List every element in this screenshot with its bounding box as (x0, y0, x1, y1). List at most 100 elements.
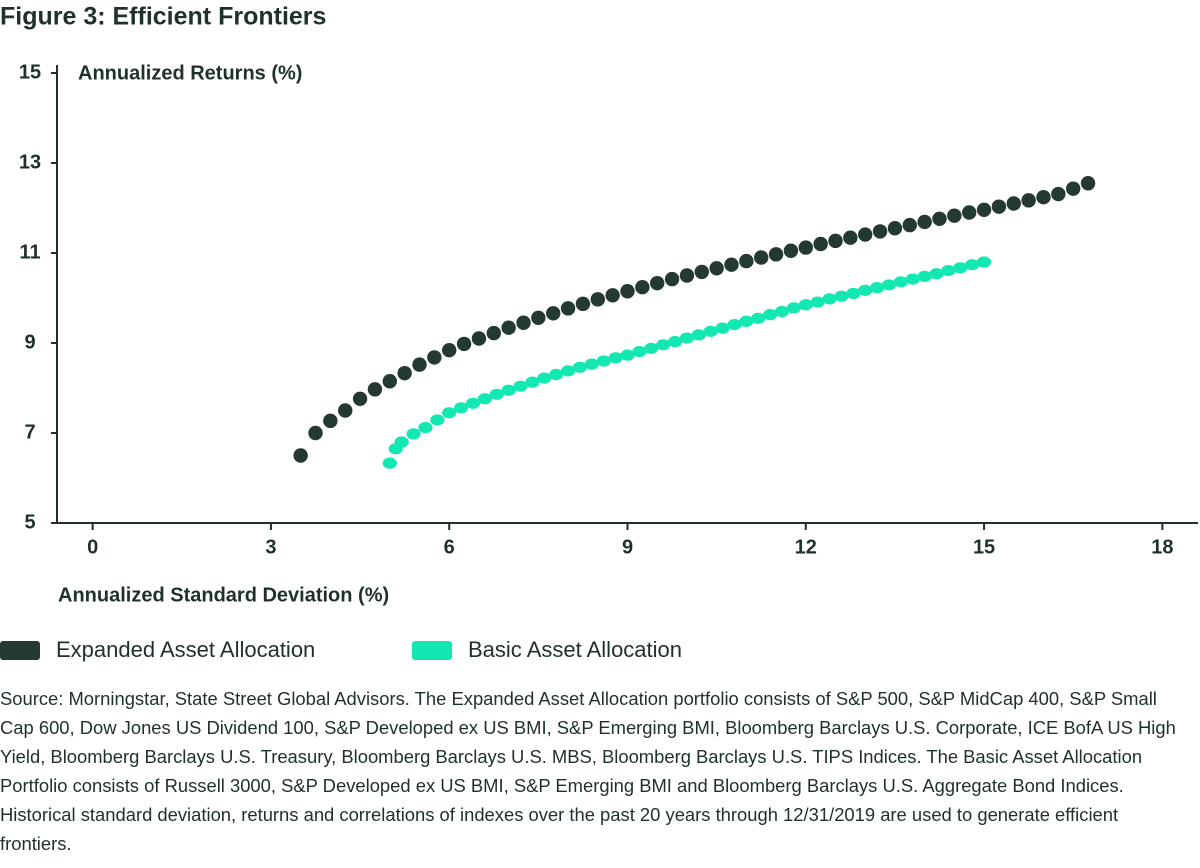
data-point (869, 282, 885, 294)
data-point (751, 312, 766, 324)
data-point (991, 199, 1007, 214)
data-point (798, 299, 813, 311)
data-point (608, 352, 623, 364)
data-point (572, 361, 588, 373)
data-point (516, 315, 531, 330)
y-axis-title: Annualized Returns (%) (78, 62, 302, 84)
data-point (412, 357, 427, 372)
data-point (929, 268, 944, 280)
data-point (560, 301, 576, 316)
data-point (477, 393, 492, 405)
source-note: Source: Morningstar, State Street Global… (0, 688, 1176, 854)
data-point (679, 332, 695, 344)
data-point (703, 325, 718, 337)
data-point (715, 322, 730, 334)
y-tick-label: 9 (24, 331, 35, 353)
data-point (352, 391, 368, 406)
data-point (442, 343, 457, 358)
data-point (947, 208, 962, 223)
data-point (531, 310, 546, 325)
legend-swatch (412, 641, 452, 660)
data-point (774, 305, 790, 318)
data-point (442, 407, 457, 419)
data-point (456, 336, 472, 352)
x-tick-label: 12 (795, 536, 817, 558)
data-point (754, 250, 769, 265)
data-point (367, 382, 383, 397)
data-point (813, 236, 828, 252)
data-point (575, 296, 591, 312)
data-point (786, 302, 801, 314)
data-point (679, 268, 695, 283)
data-point (727, 318, 742, 331)
data-point (917, 270, 932, 282)
data-point (605, 288, 620, 303)
data-point (834, 290, 849, 302)
data-point (418, 422, 433, 434)
data-point (620, 349, 635, 361)
data-point (887, 221, 903, 236)
data-point (635, 280, 650, 295)
data-point (513, 380, 528, 392)
data-point (667, 336, 683, 348)
legend-label: Expanded Asset Allocation (56, 637, 315, 662)
data-point (308, 425, 323, 441)
data-point (858, 227, 873, 242)
data-point (843, 230, 858, 245)
data-point (489, 388, 504, 400)
y-tick-label: 11 (19, 241, 40, 263)
data-point (537, 372, 552, 384)
data-point (427, 350, 442, 365)
data-point (501, 384, 516, 396)
chart-title: Figure 3: Efficient Frontiers (0, 3, 326, 31)
legend-label: Basic Asset Allocation (468, 637, 682, 662)
data-point (560, 365, 576, 377)
x-axis-title: Annualized Standard Deviation (%) (58, 584, 389, 606)
data-point (486, 325, 501, 341)
data-point (962, 205, 977, 220)
data-point (858, 284, 873, 296)
data-point (590, 292, 605, 307)
data-point (709, 261, 724, 276)
data-point (976, 256, 992, 268)
x-tick-label: 6 (444, 536, 455, 558)
x-tick-label: 18 (1151, 536, 1173, 558)
data-point (525, 376, 540, 388)
data-point (902, 217, 917, 233)
data-point (382, 374, 397, 389)
data-point (546, 306, 561, 321)
data-point (293, 448, 308, 463)
data-point (501, 320, 516, 335)
data-point (810, 296, 825, 308)
data-point (650, 275, 665, 291)
data-point (1066, 181, 1081, 196)
data-point (1006, 196, 1021, 211)
data-point (584, 358, 599, 370)
data-point (454, 402, 469, 414)
data-point (382, 457, 397, 469)
data-point (620, 284, 635, 299)
x-tick-label: 9 (622, 536, 633, 558)
data-point (881, 279, 897, 291)
data-point (694, 264, 709, 280)
data-point (632, 345, 647, 358)
data-point (323, 413, 338, 429)
data-point (822, 293, 837, 305)
data-point (953, 262, 968, 274)
data-point (397, 365, 412, 381)
data-point (798, 240, 813, 255)
y-tick-label: 7 (24, 421, 35, 443)
data-point (430, 414, 445, 426)
data-point (724, 257, 739, 272)
y-tick-label: 5 (24, 511, 35, 533)
data-point (893, 276, 908, 288)
data-point (338, 403, 353, 418)
data-point (905, 273, 920, 285)
data-point (394, 436, 409, 448)
data-point (783, 243, 799, 258)
data-point (965, 259, 980, 271)
data-point (691, 329, 706, 341)
data-point (763, 309, 778, 321)
data-point (1051, 186, 1066, 202)
data-point (739, 253, 754, 269)
